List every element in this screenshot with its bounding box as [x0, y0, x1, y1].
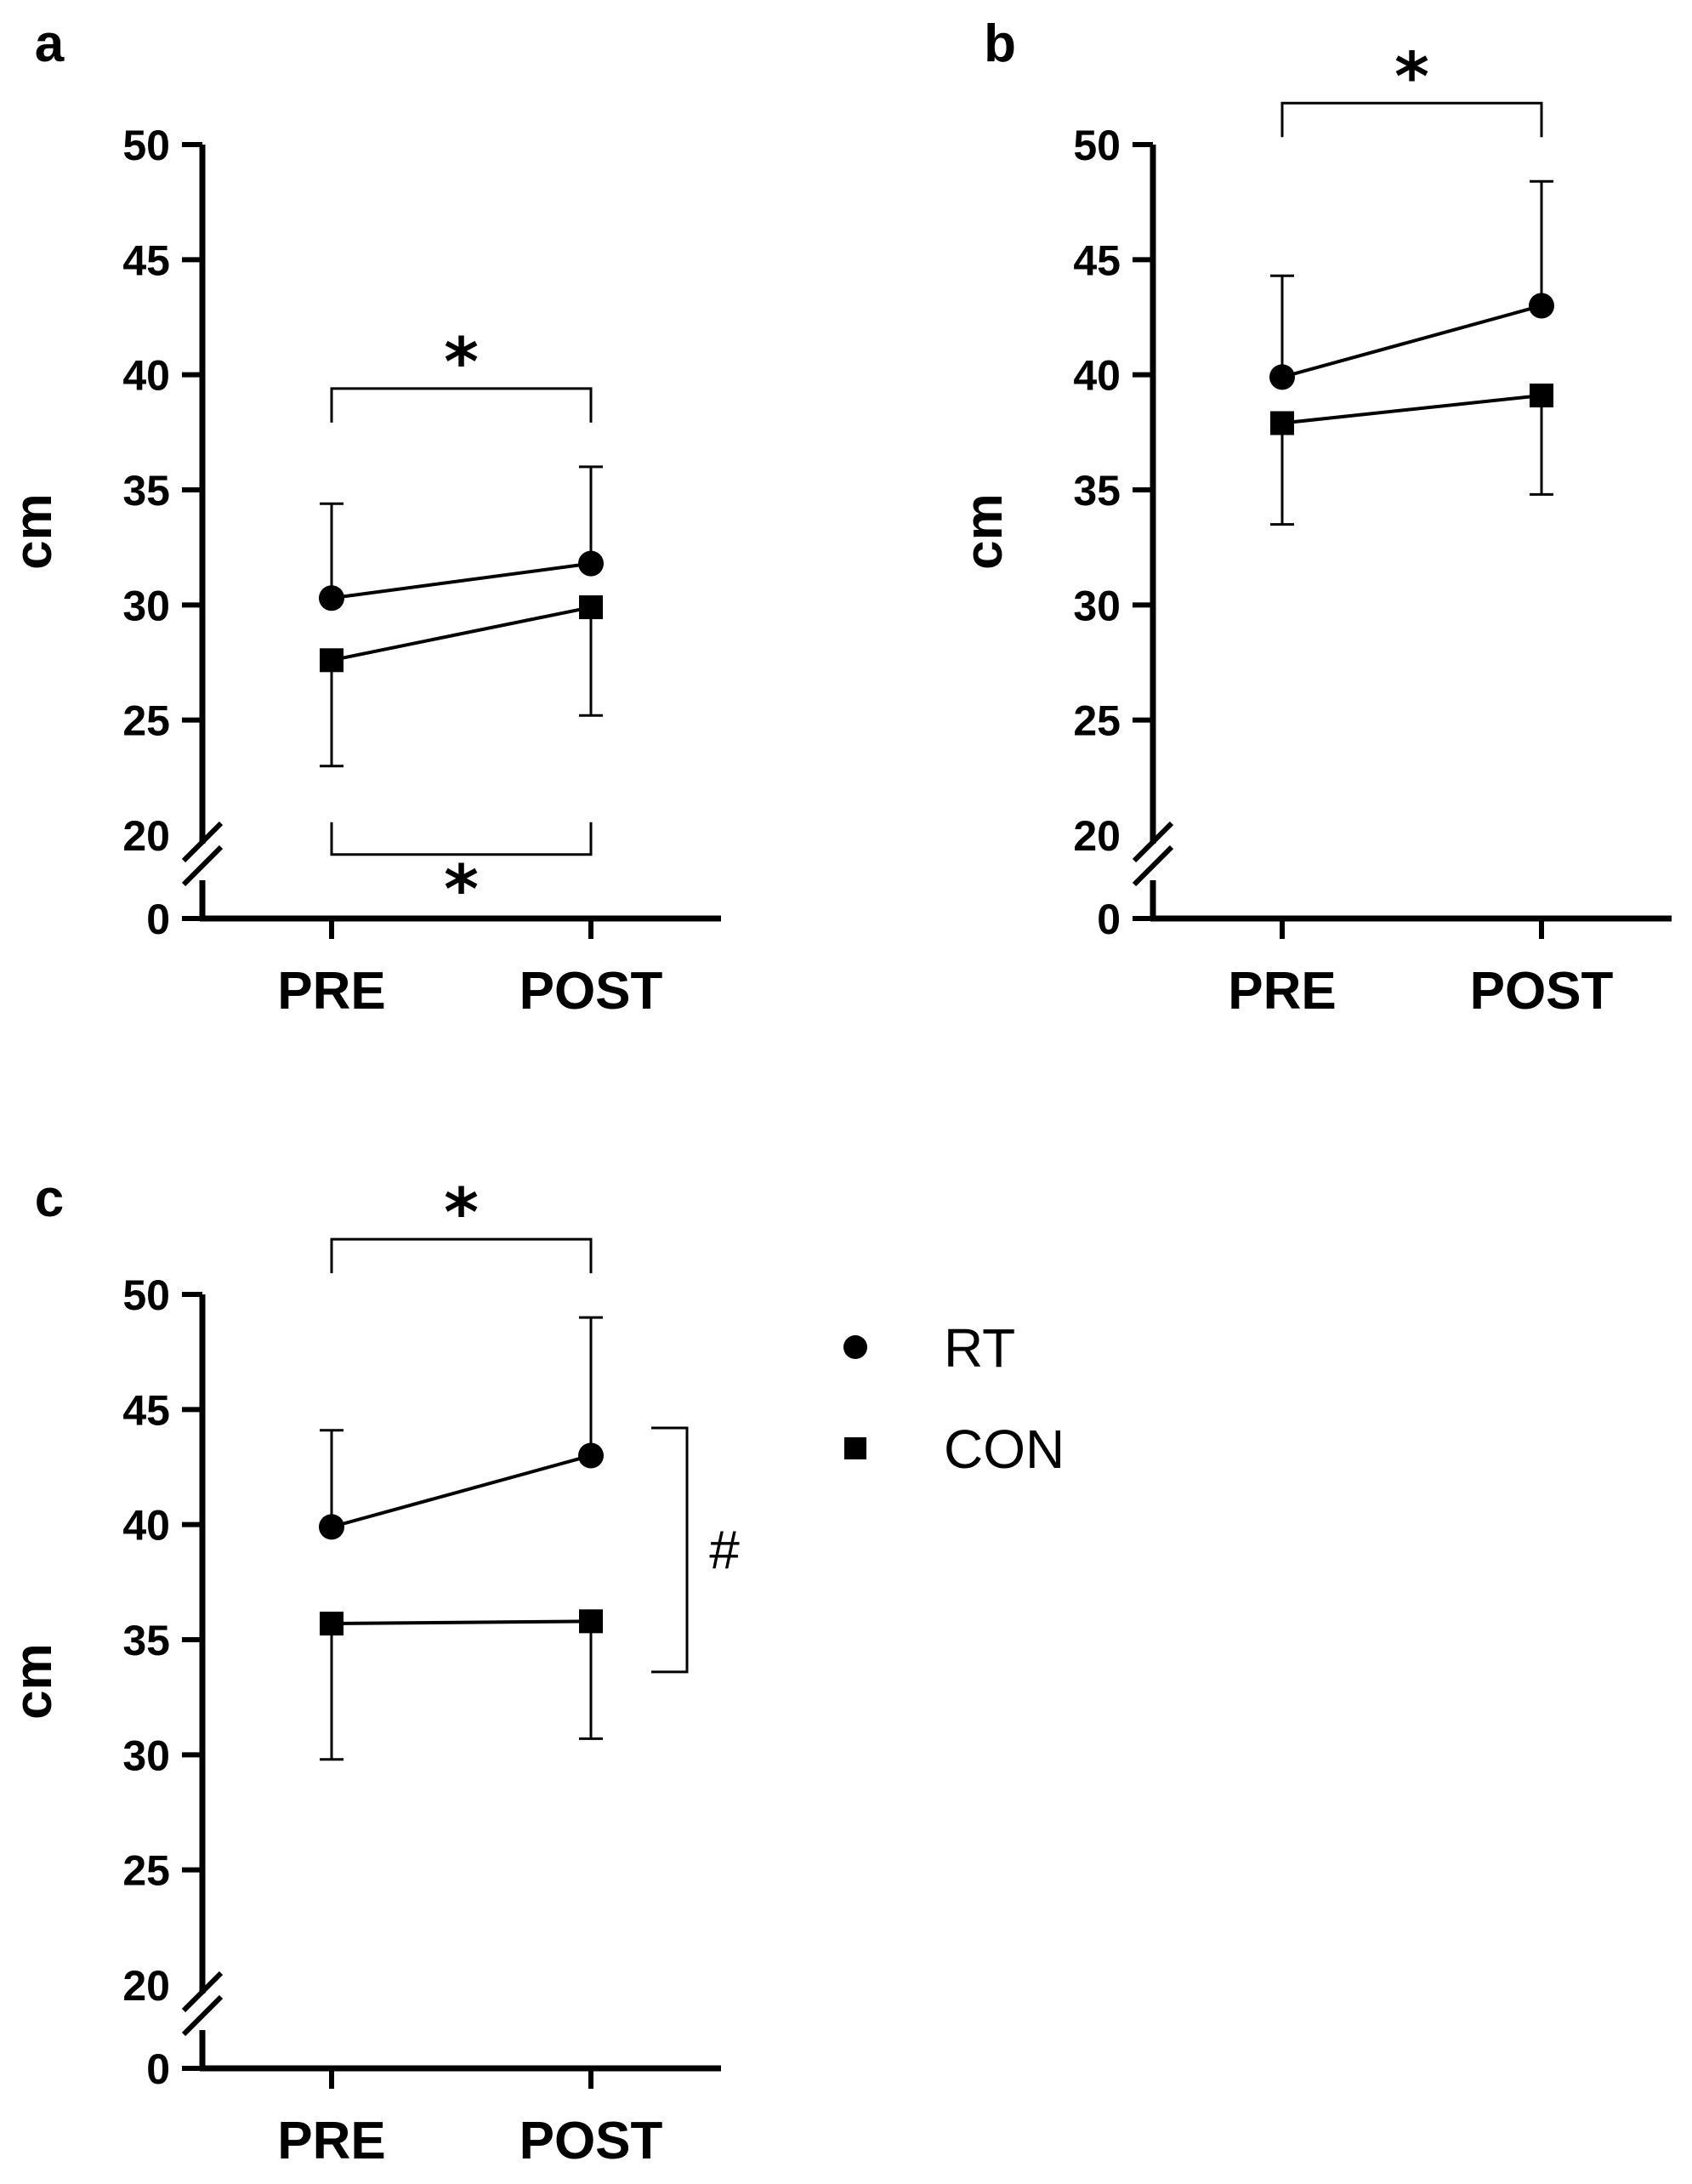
y-tick-label: 25 — [122, 1847, 170, 1895]
data-point-rt — [319, 585, 344, 611]
x-tick-label: PRE — [277, 962, 385, 1021]
x-tick-label: POST — [520, 962, 663, 1021]
y-tick-label: 35 — [122, 1617, 170, 1664]
y-tick-label: 50 — [122, 1271, 170, 1319]
y-tick-label: 30 — [1073, 582, 1121, 629]
series-line-rt — [331, 561, 592, 600]
y-tick-label: 50 — [1073, 122, 1121, 169]
y-tick-label: 20 — [1073, 812, 1121, 860]
data-point-rt — [578, 1442, 604, 1469]
x-tick-label: POST — [520, 2112, 663, 2170]
y-tick-label: 50 — [122, 122, 170, 169]
series-line-con — [331, 606, 592, 663]
y-tick-label: 40 — [122, 352, 170, 400]
y-axis-label: cm — [4, 1643, 63, 1720]
data-point-con — [1270, 411, 1294, 435]
y-tick-label: 0 — [146, 896, 170, 943]
group-significance-hash: # — [709, 1519, 740, 1580]
y-tick-label: 25 — [122, 697, 170, 745]
data-point-con — [320, 1612, 344, 1636]
y-tick-label: 45 — [1073, 236, 1121, 284]
y-tick-label: 45 — [122, 236, 170, 284]
significance-bracket — [1280, 101, 1543, 138]
panel-letter: a — [35, 14, 65, 73]
significance-star: * — [444, 325, 479, 401]
x-tick-label: PRE — [277, 2112, 385, 2170]
panel-letter: c — [35, 1169, 64, 1228]
data-point-con — [579, 595, 603, 620]
significance-bracket — [330, 387, 593, 423]
y-tick-label: 35 — [1073, 467, 1121, 515]
data-point-con — [579, 1609, 603, 1634]
panel-b: b 0 20 25 30 35 40 45 50 cm PRE POST * — [955, 14, 1672, 1021]
y-tick-label: 40 — [122, 1502, 170, 1550]
significance-star: * — [444, 1175, 479, 1252]
y-tick-label: 30 — [122, 1732, 170, 1779]
y-tick-label: 0 — [1097, 896, 1121, 943]
axis-break-mark — [181, 845, 224, 887]
data-point-rt — [1269, 364, 1295, 390]
y-tick-label: 0 — [146, 2045, 170, 2093]
axis-break-mark — [181, 821, 224, 863]
panel-c: c 0 20 25 30 35 40 45 50 cm PRE POST * # — [4, 1169, 740, 2170]
legend: RT CON — [843, 1317, 1065, 1480]
axis-break-mark — [1132, 821, 1174, 863]
y-axis-label: cm — [4, 493, 63, 570]
y-axis-label: cm — [955, 493, 1013, 570]
series-line-rt — [1281, 304, 1542, 379]
legend-marker-con — [844, 1437, 866, 1459]
significance-bracket — [330, 822, 593, 856]
x-tick-label: POST — [1470, 962, 1614, 1021]
y-tick-label: 20 — [122, 1962, 170, 2010]
group-bracket — [651, 1426, 689, 1674]
axis-break-mark — [181, 1971, 224, 2013]
axis-break-mark — [1132, 845, 1174, 887]
data-point-rt — [578, 550, 604, 577]
y-tick-label: 20 — [122, 812, 170, 860]
legend-marker-rt — [843, 1335, 867, 1359]
y-tick-label: 40 — [1073, 352, 1121, 400]
data-point-con — [1530, 384, 1553, 408]
significance-star: * — [444, 852, 479, 929]
y-tick-label: 35 — [122, 467, 170, 515]
legend-label: RT — [944, 1317, 1015, 1379]
y-tick-label: 25 — [1073, 697, 1121, 745]
series-line-con — [1281, 394, 1542, 425]
data-point-con — [320, 648, 344, 673]
data-point-rt — [319, 1514, 344, 1540]
panel-a: a 0 20 25 30 35 40 45 50 cm PRE POST * * — [4, 14, 721, 1021]
legend-label: CON — [944, 1419, 1065, 1480]
significance-star: * — [1394, 39, 1429, 116]
panel-letter: b — [984, 14, 1016, 73]
y-tick-label: 45 — [122, 1386, 170, 1434]
series-line-con — [331, 1619, 592, 1626]
series-line-rt — [331, 1453, 592, 1529]
data-point-rt — [1529, 293, 1554, 319]
significance-bracket — [330, 1237, 593, 1274]
axis-break-mark — [181, 1994, 224, 2037]
x-tick-label: PRE — [1228, 962, 1336, 1021]
y-tick-label: 30 — [122, 582, 170, 629]
